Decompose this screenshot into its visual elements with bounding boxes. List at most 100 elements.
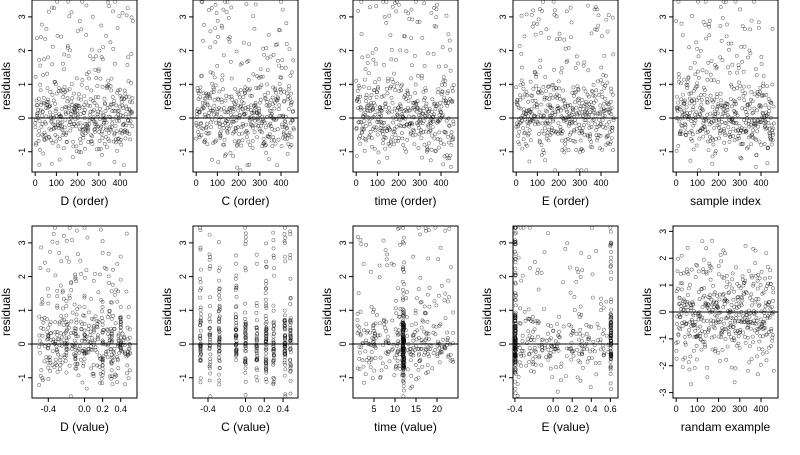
data-point <box>212 98 217 102</box>
data-point <box>57 321 62 326</box>
data-point <box>755 278 760 283</box>
data-point <box>401 339 406 344</box>
data-point <box>445 336 450 340</box>
data-point <box>358 105 363 110</box>
data-point <box>402 355 407 360</box>
x-tick-label: 0.2 <box>258 404 271 414</box>
data-point <box>262 93 267 97</box>
data-point <box>93 67 98 72</box>
data-point <box>45 337 50 342</box>
data-point <box>733 121 738 126</box>
data-point <box>100 250 105 255</box>
data-point <box>578 304 583 309</box>
data-point <box>578 327 583 332</box>
data-point <box>686 116 691 121</box>
data-point <box>401 226 406 230</box>
data-point <box>265 100 270 104</box>
data-point <box>110 121 115 126</box>
data-point <box>205 121 210 126</box>
data-point <box>109 359 113 364</box>
data-point <box>206 92 211 97</box>
data-point <box>227 35 232 40</box>
data-point <box>550 106 555 111</box>
data-point <box>742 98 747 103</box>
data-point <box>276 137 281 142</box>
data-point <box>438 100 443 105</box>
data-point <box>80 0 85 4</box>
data-point <box>675 269 680 274</box>
data-point <box>104 127 109 132</box>
data-point <box>98 272 102 277</box>
data-point <box>246 78 251 82</box>
data-point <box>82 305 87 310</box>
data-point <box>748 295 753 300</box>
data-point <box>255 355 260 360</box>
data-point <box>209 125 214 130</box>
data-point <box>86 350 91 355</box>
data-point <box>754 137 759 142</box>
data-point <box>574 279 579 284</box>
data-point <box>579 104 584 109</box>
data-point <box>446 354 451 359</box>
data-point <box>84 33 89 37</box>
data-point <box>435 102 440 107</box>
data-point <box>111 108 116 113</box>
data-point <box>253 104 258 109</box>
data-point <box>429 147 434 152</box>
data-point <box>91 324 96 329</box>
data-point <box>678 128 683 133</box>
data-point <box>724 34 729 39</box>
data-point <box>46 301 51 306</box>
data-point <box>222 137 227 142</box>
data-point <box>384 20 389 25</box>
data-point <box>38 148 42 152</box>
data-point <box>261 136 266 141</box>
data-point <box>107 125 112 130</box>
data-point <box>223 152 228 157</box>
data-point <box>290 100 295 104</box>
data-point <box>754 67 758 72</box>
data-point <box>357 99 362 104</box>
data-point <box>281 130 286 135</box>
data-point <box>542 95 547 100</box>
data-point <box>692 101 697 106</box>
data-point <box>540 347 544 352</box>
y-tick-label: -1 <box>338 374 348 382</box>
x-axis-title: D (value) <box>60 420 109 434</box>
data-point <box>384 87 389 91</box>
data-point <box>537 354 542 359</box>
data-point <box>92 329 96 334</box>
data-point <box>52 6 57 11</box>
data-point <box>680 33 685 38</box>
data-point <box>530 98 535 103</box>
data-point <box>593 122 598 126</box>
data-point <box>726 329 731 334</box>
data-point <box>40 109 45 114</box>
data-point <box>60 290 65 295</box>
data-point <box>289 91 294 96</box>
data-point <box>567 123 571 128</box>
data-point <box>581 104 586 108</box>
data-point <box>744 130 749 135</box>
data-point <box>676 333 681 338</box>
data-point <box>563 246 568 251</box>
data-point <box>561 280 566 285</box>
data-point <box>714 65 719 69</box>
data-point <box>254 348 259 353</box>
data-point <box>674 356 679 361</box>
data-point <box>513 353 518 358</box>
x-axis-title: C (order) <box>221 194 269 208</box>
data-point <box>694 357 699 362</box>
data-point <box>108 84 113 89</box>
data-point <box>243 335 248 340</box>
data-point <box>419 346 424 351</box>
data-point <box>581 63 586 68</box>
data-point <box>198 380 203 385</box>
data-point <box>676 256 681 261</box>
data-point <box>237 113 242 117</box>
data-point <box>256 118 261 123</box>
data-point <box>210 71 215 76</box>
data-point <box>415 20 420 24</box>
data-point <box>287 47 292 52</box>
